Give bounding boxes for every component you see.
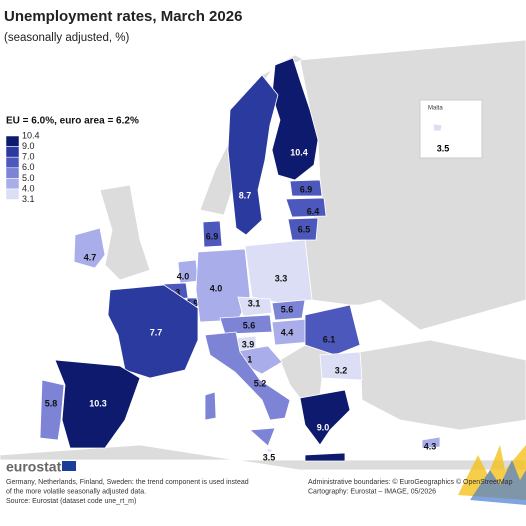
value-label: 9.0 — [317, 422, 330, 432]
country — [73, 227, 106, 269]
legend-label: 5.0 — [22, 173, 35, 183]
country — [107, 284, 199, 379]
value-label: 6.1 — [323, 334, 336, 344]
value-label: 3.5 — [263, 452, 276, 462]
legend-label: 4.0 — [22, 183, 35, 193]
subtitle: (seasonally adjusted, %) — [4, 32, 129, 44]
country — [421, 436, 441, 449]
land — [359, 339, 526, 431]
country — [285, 197, 327, 218]
land — [99, 184, 151, 281]
country — [289, 179, 323, 197]
inset-box — [419, 99, 483, 159]
title: Unemployment rates, March 2026 — [4, 8, 242, 25]
legend-label: 7.0 — [22, 152, 35, 162]
value-label: 10.4 — [290, 147, 308, 157]
value-label: 4.3 — [424, 441, 437, 451]
legend-swatch — [5, 178, 20, 190]
headline: EU = 6.0%, euro area = 6.2% — [6, 116, 139, 127]
country — [237, 296, 273, 317]
value-label: 10.3 — [89, 398, 107, 408]
value-label: 3.3 — [275, 273, 288, 283]
value-label: 3.2 — [335, 365, 348, 375]
legend-swatch — [5, 135, 20, 147]
footnote: Germany, Netherlands, Finland, Sweden: t… — [6, 479, 249, 486]
value-label: 6.9 — [186, 298, 199, 308]
footnote: Source: Eurostat (dataset code une_rt_m) — [6, 498, 136, 505]
value-label: 5.6 — [243, 320, 256, 330]
country — [271, 57, 319, 181]
legend-label: 3.1 — [22, 194, 35, 204]
country — [432, 123, 443, 132]
value-label: 5.8 — [45, 398, 58, 408]
value-label: 4.0 — [177, 271, 190, 281]
value-label: 3.1 — [248, 298, 261, 308]
country — [39, 379, 65, 441]
country — [244, 239, 313, 304]
country — [54, 359, 141, 449]
country — [219, 314, 273, 335]
value-label: 7.7 — [150, 327, 163, 337]
legend-label: 10.4 — [22, 130, 40, 140]
country — [304, 452, 346, 462]
country — [249, 427, 276, 447]
footnote: of the more volatile seasonally adjusted… — [6, 488, 146, 495]
value-label: 4.7 — [84, 252, 97, 262]
legend-label: 6.0 — [22, 162, 35, 172]
value-label: 4.1 — [240, 354, 253, 364]
land — [0, 444, 526, 471]
logo-flag — [62, 461, 76, 471]
value-label: 3.9 — [242, 339, 255, 349]
value-label: 6.9 — [206, 231, 219, 241]
land — [299, 39, 526, 331]
value-label: 6.4 — [307, 206, 320, 216]
country — [204, 331, 291, 421]
credit: Cartography: Eurostat – IMAGE, 05/2026 — [308, 488, 436, 495]
legend-swatch — [5, 188, 20, 200]
value-label: 6.9 — [300, 184, 313, 194]
country — [304, 304, 361, 356]
value-label: 4.0 — [210, 283, 223, 293]
country — [319, 351, 363, 381]
legend-swatch — [5, 167, 20, 179]
value-label: 6.5 — [298, 224, 311, 234]
country — [299, 389, 351, 446]
country — [204, 391, 217, 421]
inset-value: 3.5 — [437, 143, 450, 153]
value-label: 4.4 — [281, 327, 294, 337]
value-label: 5.6 — [281, 304, 294, 314]
country — [202, 220, 223, 248]
country — [287, 217, 319, 241]
value-label: 8.7 — [239, 190, 252, 200]
decoration — [470, 460, 526, 505]
legend-swatch — [5, 156, 20, 169]
country — [227, 74, 279, 236]
credit: Administrative boundaries: © EuroGeograp… — [308, 478, 513, 486]
inset-title: Malta — [428, 106, 443, 112]
country — [271, 299, 306, 321]
legend-label: 9.0 — [22, 141, 35, 151]
country — [266, 448, 273, 453]
legend-swatch — [5, 146, 20, 158]
logo: eurostat — [6, 459, 62, 475]
value-label: 5.2 — [254, 378, 267, 388]
